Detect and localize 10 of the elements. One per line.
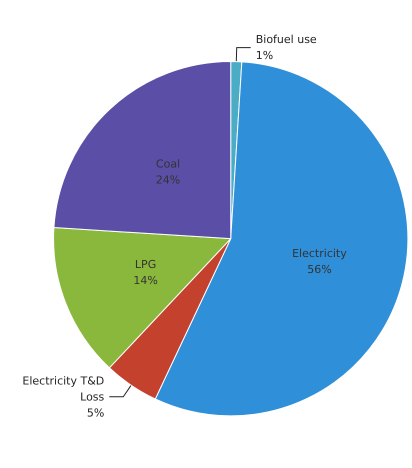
slice-label: Electricity bbox=[292, 246, 348, 260]
data-label: 24% bbox=[156, 173, 180, 186]
data-label: 5% bbox=[86, 406, 104, 420]
data-label: 1% bbox=[256, 49, 274, 62]
slice-label: Biofuel use bbox=[256, 33, 317, 46]
data-label: 14% bbox=[133, 274, 158, 287]
slice-label: Coal bbox=[156, 157, 180, 170]
slice-label: Electricity T&D Loss bbox=[22, 374, 105, 404]
slice-label: LPG bbox=[134, 258, 156, 271]
data-label: 56% bbox=[307, 262, 332, 276]
